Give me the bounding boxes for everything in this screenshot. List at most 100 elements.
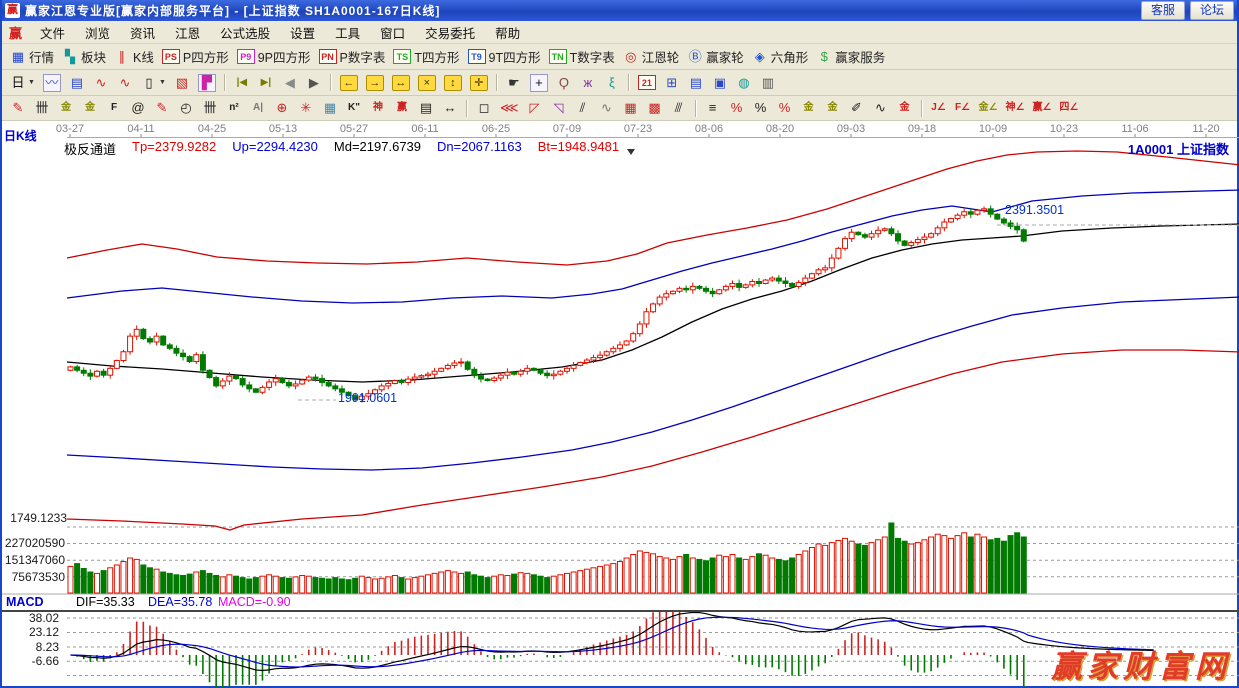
kline-button[interactable]: ∥ K线: [111, 46, 157, 67]
menu-item-2[interactable]: 浏览: [85, 26, 111, 41]
menu-item-10[interactable]: 帮助: [495, 26, 521, 41]
shift-right-button[interactable]: →: [363, 72, 387, 93]
calculator-button[interactable]: ⊞: [661, 72, 683, 93]
percent-level-button[interactable]: %: [774, 98, 796, 119]
forum-button[interactable]: 论坛: [1189, 1, 1234, 20]
period-day-button[interactable]: 日 ▼: [7, 72, 38, 93]
gann-comb-button[interactable]: 卌: [31, 98, 53, 119]
menu-item-8[interactable]: 窗口: [380, 26, 406, 41]
angle-j-button[interactable]: J∠: [928, 98, 950, 119]
customer-service-button[interactable]: 客服: [1140, 1, 1185, 20]
target-circle-button[interactable]: ⊕: [271, 98, 293, 119]
t-number-table-button[interactable]: TN T数字表: [546, 46, 618, 67]
next-screen-button[interactable]: ▶: [303, 72, 325, 93]
n-square-button[interactable]: n²: [223, 98, 245, 119]
menu-item-5[interactable]: 公式选股: [220, 26, 271, 41]
p-square-button[interactable]: PS P四方形: [159, 46, 232, 67]
percent-retrace-button[interactable]: %: [726, 98, 748, 119]
restore-scale-button[interactable]: ×: [415, 72, 439, 93]
spiral-button[interactable]: @: [127, 98, 149, 119]
hand-drag-button[interactable]: ☛: [503, 72, 525, 93]
gann-box-button[interactable]: ◸: [524, 98, 546, 119]
volume3-button[interactable]: ∿: [90, 72, 112, 93]
scale-ruler-button[interactable]: ≡: [702, 98, 724, 119]
zoom-glass-button[interactable]: Ϙ: [553, 72, 575, 93]
zoom-all-button[interactable]: ✛: [467, 72, 491, 93]
compress-chart-button[interactable]: ▧: [171, 72, 193, 93]
gold-comb-button[interactable]: 金: [55, 98, 77, 119]
angle-gold-button[interactable]: 金∠: [976, 98, 1001, 119]
grid-large-button[interactable]: ▩: [644, 98, 666, 119]
info-list-button[interactable]: ▤: [66, 72, 88, 93]
k-note-button[interactable]: K": [343, 98, 365, 119]
gann-tool-button[interactable]: ж: [577, 72, 599, 93]
menu-item-7[interactable]: 工具: [335, 26, 361, 41]
wave-brain-button[interactable]: ξ: [601, 72, 623, 93]
time-cycle-button[interactable]: ◴: [175, 98, 197, 119]
prev-screen-button[interactable]: ◀: [279, 72, 301, 93]
zigzag-button[interactable]: ∿: [596, 98, 618, 119]
angle-win-button[interactable]: 赢∠: [1029, 98, 1054, 119]
candle-style-button[interactable]: ▯ ▼: [138, 72, 169, 93]
gold-circle-button[interactable]: 金: [798, 98, 820, 119]
notes-button[interactable]: ▤: [685, 72, 707, 93]
parallel-lines-button[interactable]: ⫻: [668, 98, 690, 119]
p-number-table-button[interactable]: PN P数字表: [316, 46, 389, 67]
brush-button[interactable]: ✐: [846, 98, 868, 119]
shift-left-button[interactable]: ←: [337, 72, 361, 93]
angle-rays-button[interactable]: ⫽: [572, 98, 594, 119]
network-button[interactable]: ◍: [733, 72, 755, 93]
angle-four-button[interactable]: 四∠: [1056, 98, 1081, 119]
menu-item-6[interactable]: 设置: [290, 26, 316, 41]
ruler-grid-button[interactable]: ▤: [415, 98, 437, 119]
winner-service-button[interactable]: $ 赢家服务: [813, 46, 888, 67]
color-bars-button[interactable]: ▛: [195, 72, 219, 93]
gann-fan-button[interactable]: ⋘: [497, 98, 522, 119]
market-quotes-button[interactable]: ▦ 行情: [7, 46, 57, 67]
price-comb-button[interactable]: 卌: [199, 98, 221, 119]
mark-pen-button[interactable]: ✎: [151, 98, 173, 119]
angle-f-button[interactable]: F∠: [952, 98, 974, 119]
zoom-vertical-button[interactable]: ↕: [441, 72, 465, 93]
crosshair-button[interactable]: +: [527, 72, 551, 93]
angle-god-button[interactable]: 神∠: [1002, 98, 1027, 119]
grid-small-button[interactable]: ▦: [620, 98, 642, 119]
period-label[interactable]: 日K线: [4, 129, 37, 143]
winner-wheel-button[interactable]: Ⓑ 赢家轮: [684, 46, 747, 67]
mirror-button[interactable]: A|: [247, 98, 269, 119]
last-screen-button[interactable]: ▶|: [255, 72, 277, 93]
main-chart-style-button[interactable]: 〰: [40, 72, 64, 93]
calendar-button[interactable]: 21: [635, 72, 659, 93]
menu-item-9[interactable]: 交易委托: [425, 26, 476, 41]
zoom-horizontal-button[interactable]: ↔: [389, 72, 413, 93]
menu-item-3[interactable]: 资讯: [130, 26, 156, 41]
gold-level-button[interactable]: 金: [822, 98, 844, 119]
menu-item-1[interactable]: 文件: [40, 26, 66, 41]
fibo-comb-button[interactable]: F: [103, 98, 125, 119]
win-comb-button[interactable]: 赢: [391, 98, 413, 119]
save-button[interactable]: ▣: [709, 72, 731, 93]
p9-square-button[interactable]: P9 9P四方形: [234, 46, 314, 67]
star-grid-button[interactable]: ✳: [295, 98, 317, 119]
percent-button[interactable]: %: [750, 98, 772, 119]
first-screen-button[interactable]: |◀: [231, 72, 253, 93]
sector-blocks-button[interactable]: ▚ 板块: [59, 46, 109, 67]
gold-band-button[interactable]: 金: [894, 98, 916, 119]
trend-pen-button[interactable]: ✎: [7, 98, 29, 119]
width-measure-button[interactable]: ↔: [439, 98, 461, 119]
t-square-button[interactable]: TS T四方形: [390, 46, 462, 67]
gann-grid-box-button[interactable]: ◹: [548, 98, 570, 119]
gold-comb2-button[interactable]: 金: [79, 98, 101, 119]
god-comb-button[interactable]: 神: [367, 98, 389, 119]
gann-wheel-button[interactable]: ◎ 江恩轮: [620, 46, 683, 67]
hexagon-button[interactable]: ◈ 六角形: [749, 46, 812, 67]
remote-pc-button[interactable]: ▥: [757, 72, 779, 93]
kline-chart-canvas[interactable]: 03-27 04-11 04-25 05-13 05-27 06-11 06-25 07-09…: [2, 121, 1239, 688]
box-select-button[interactable]: ◻: [473, 98, 495, 119]
matrix-grid-button[interactable]: ▦: [319, 98, 341, 119]
volume9-button[interactable]: ∿: [114, 72, 136, 93]
menu-item-4[interactable]: 江恩: [175, 26, 201, 41]
t9-square-button[interactable]: T9 9T四方形: [465, 46, 544, 67]
wave-band-button[interactable]: ∿: [870, 98, 892, 119]
macd-indicator-label[interactable]: MACD: [6, 595, 44, 609]
